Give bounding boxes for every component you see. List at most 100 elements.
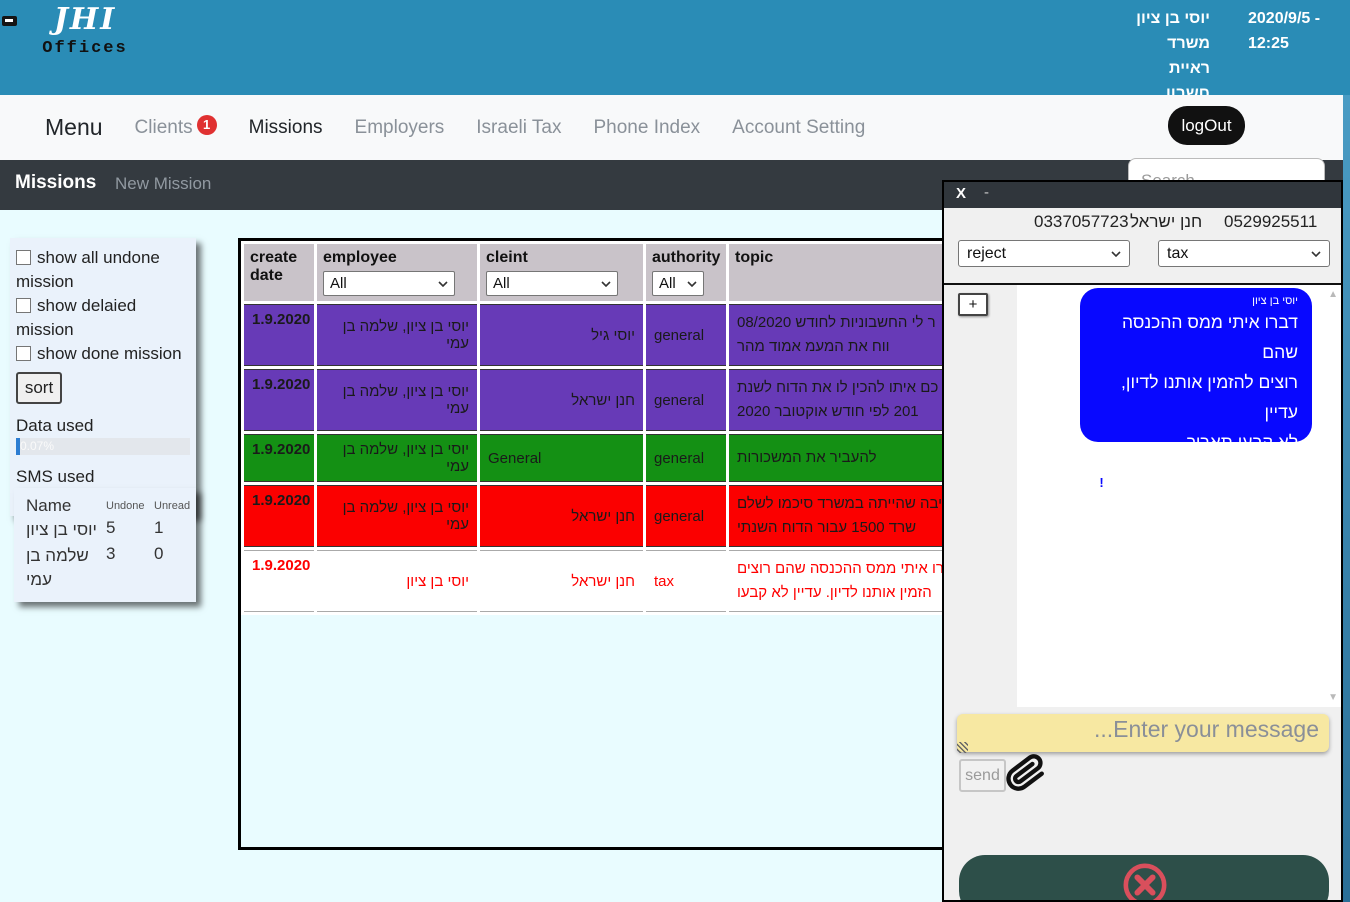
menu-label: Menu [45,114,103,140]
logo-subtext: Offices [42,39,128,58]
menu-label: Phone Index [593,116,701,138]
cell-client: חנן ישראל [480,485,643,547]
filter-label: show all undone mission [16,248,160,291]
cell-create-date: 1.9.2020 [244,369,314,431]
topic-line: הזמין אותנו לדיון. עדיין לא קבעו [737,584,932,601]
filter-show-delayed: show delaied mission [16,294,190,342]
sms-used-label: SMS used [16,467,95,486]
employee-stats-table: Name Undone Unread יוסי בן ציון 5 1 שלמה… [26,496,190,592]
chat-contact-row: 0337057723 חנן ישראל 0529925511 [944,212,1341,238]
message-status-icon: ! [1092,473,1111,492]
new-mission-link[interactable]: New Mission [115,174,212,193]
menu-label: Clients [134,116,193,138]
menu-item-employers[interactable]: Employers [355,117,445,139]
message-input[interactable] [957,714,1329,752]
cell-client: General [480,434,643,482]
menu-label: Employers [354,116,445,138]
close-icon[interactable]: X [956,185,967,202]
add-participant-button[interactable]: + [958,293,988,316]
checkbox-show-done[interactable] [16,346,31,361]
cell-employee: יוסי בן ציון [317,550,477,612]
filter-label: show delaied mission [16,296,137,339]
message-line: רוצים להזמין אותנו לדיון, עדיין [1121,372,1298,422]
menu-item-account-setting[interactable]: Account Setting [732,117,865,139]
stats-row-undone: 5 [106,518,116,537]
contact-name: חנן ישראל [1130,212,1203,231]
message-sender: יוסי בן ציון [1252,295,1298,307]
user-line: ראיית [1169,60,1210,77]
cell-authority: general [646,485,726,547]
employee-filter-select[interactable]: All [323,271,455,296]
chat-bottom-bar [959,855,1329,902]
filter-show-done: show done mission [16,342,190,366]
menu-item-israeli-tax[interactable]: Israeli Tax [476,117,561,139]
select-value: All [330,275,347,292]
select-value: All [493,275,510,292]
stats-header-name: Name [26,496,72,515]
chat-message-bubble: יוסי בן ציון דברו איתי ממס ההכנסה שהם רו… [1080,288,1312,492]
topic-line: ר לי החשבוניות לחודש 08/2020 [737,314,936,331]
col-label: cleint [486,249,528,266]
menu-items: Menu Clients 1 Missions Employers Israel… [45,95,865,160]
scroll-down-icon[interactable]: ▼ [1328,692,1338,703]
stats-row-undone: 3 [106,544,116,563]
minimize-icon[interactable]: - [984,184,989,201]
cell-employee: יוסי בן ציון, שלמה בן עמי [317,434,477,482]
chevron-down-icon [1111,250,1121,257]
col-label: employee [323,249,397,266]
checkbox-show-delayed[interactable] [16,298,31,313]
contact-phone-secondary: 0337057723 [1034,212,1129,231]
sort-button[interactable]: sort [16,372,62,404]
data-used-progressbar: 0.07% [16,438,190,455]
close-chat-icon[interactable] [1122,862,1168,902]
stats-row-name: יוסי בן ציון [26,520,97,539]
data-used-fill [16,438,20,455]
date-text: 2020/9/5 - [1248,10,1321,27]
cell-authority: general [646,434,726,482]
cell-create-date: 1.9.2020 [244,550,314,612]
cell-client: חנן ישראל [480,550,643,612]
attach-file-icon[interactable] [1003,748,1049,797]
select-value: All [659,275,676,292]
send-button[interactable]: send [959,759,1006,792]
chat-divider [944,283,1341,285]
logo-text: JHI [53,2,117,37]
menu-item-phone-index[interactable]: Phone Index [593,117,700,139]
menu-item-clients[interactable]: Clients 1 [134,114,217,139]
mission-topic-select[interactable]: tax [1158,240,1330,267]
chat-modal-titlebar: X - [944,182,1341,208]
scroll-up-icon[interactable]: ▲ [1328,289,1338,300]
message-timestamp: יום שלישי, 1.9.2020, 22:38 [1092,458,1230,470]
cell-client: יוסי גיל [480,304,643,366]
chat-modal: X - 0337057723 חנן ישראל 0529925511 reje… [942,180,1343,902]
stats-header-unread: Unread [154,500,191,512]
checkbox-show-all-undone[interactable] [16,250,31,265]
client-filter-select[interactable]: All [486,271,618,296]
mission-status-select[interactable]: reject [958,240,1130,267]
message-line: דברו איתי ממס ההכנסה שהם [1121,312,1298,362]
logout-button[interactable]: logOut [1168,106,1245,145]
page-scrollbar[interactable] [1343,95,1350,902]
cell-authority: tax [646,550,726,612]
page-title: Missions [15,172,97,193]
topic-line: שיבה שהייתה במשרד סיכמו לשלם [737,495,953,512]
minimize-window-icon[interactable] [2,16,17,26]
stats-row-unread: 0 [154,544,164,563]
topic-line: ווח את המעמ אמוד מהר [737,338,890,355]
employee-stats-panel: Name Undone Unread יוסי בן ציון 5 1 שלמה… [14,488,196,602]
main-menu-bar: Menu Clients 1 Missions Employers Israel… [0,95,1343,160]
authority-filter-select[interactable]: All [652,271,704,296]
cell-employee: יוסי בן ציון, שלמה בן עמי [317,369,477,431]
filter-label: show done mission [37,344,182,363]
menu-label: Missions [248,116,323,138]
menu-item-missions[interactable]: Missions [249,117,323,139]
cell-client: חנן ישראל [480,369,643,431]
filter-show-all-undone: show all undone mission [16,246,190,294]
datetime: 2020/9/5 - 12:25 [1248,6,1343,56]
menu-item-menu[interactable]: Menu [45,114,103,141]
chevron-down-icon [1311,250,1321,257]
time-text: 12:25 [1248,35,1289,52]
app-logo: JHI Offices [25,2,145,58]
textarea-resize-handle[interactable] [957,742,968,753]
